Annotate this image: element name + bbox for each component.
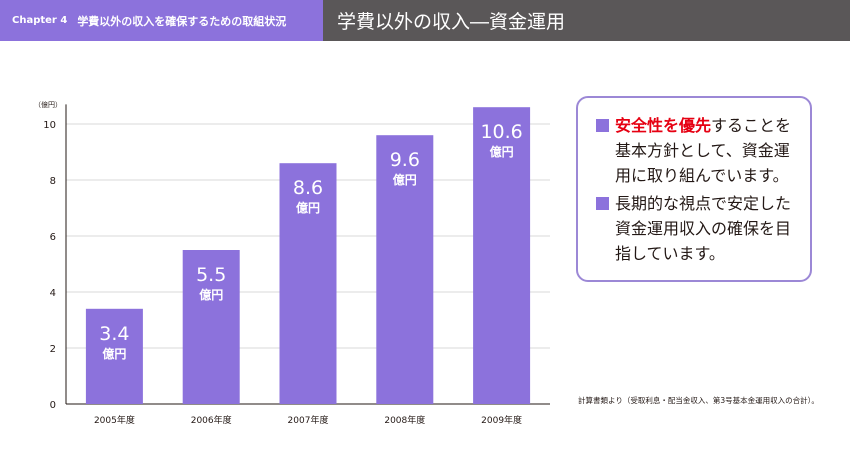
page-title-bar: 学費以外の収入―資金運用 xyxy=(323,0,850,41)
x-tick-label: 2005年度 xyxy=(94,414,135,426)
source-footnote: 計算書類より（受取利息・配当金収入、第3号基本金運用収入の合計）。 xyxy=(578,396,819,405)
bar-value-label: 3.4 xyxy=(99,323,129,345)
y-unit-label: （億円） xyxy=(34,100,62,109)
bar-value-label: 10.6 xyxy=(480,121,522,143)
policy-note-item-1: 安全性を優先することを基本方針として、資金運用に取り組んでいます。 xyxy=(596,113,795,188)
y-tick-label: 6 xyxy=(50,232,56,243)
bar-value-label: 8.6 xyxy=(293,177,323,199)
y-tick-label: 2 xyxy=(50,344,56,355)
bar-unit-label: 億円 xyxy=(102,346,126,361)
bar-unit-label: 億円 xyxy=(393,172,417,187)
y-tick-label: 10 xyxy=(43,120,56,131)
section-title: 学費以外の収入を確保するための取組状況 xyxy=(77,14,287,28)
bar-unit-label: 億円 xyxy=(490,144,514,159)
square-bullet-icon xyxy=(596,119,609,132)
page-title: 学費以外の収入―資金運用 xyxy=(337,11,566,33)
bar-value-label: 9.6 xyxy=(390,149,420,171)
bar-unit-label: 億円 xyxy=(296,200,320,215)
x-tick-label: 2008年度 xyxy=(384,414,425,426)
note-text-2: 長期的な視点で安定した資金運用収入の確保を目指しています。 xyxy=(615,194,792,263)
bar xyxy=(182,250,240,404)
bar xyxy=(376,135,434,404)
note-highlight: 安全性を優先 xyxy=(615,116,712,135)
x-tick-label: 2006年度 xyxy=(191,414,232,426)
chapter-label: Chapter 4 xyxy=(12,15,68,26)
bar xyxy=(85,308,143,404)
bar xyxy=(279,163,337,404)
bar xyxy=(473,107,531,404)
note-text-1: することを基本方針として、資金運用に取り組んでいます。 xyxy=(615,116,792,185)
policy-note-item-2: 長期的な視点で安定した資金運用収入の確保を目指しています。 xyxy=(596,191,795,266)
square-bullet-icon xyxy=(596,197,609,210)
x-tick-label: 2009年度 xyxy=(481,414,522,426)
bar-value-label: 5.5 xyxy=(196,264,226,286)
y-tick-label: 4 xyxy=(50,288,56,299)
chapter-header: Chapter 4 学費以外の収入を確保するための取組状況 xyxy=(0,0,323,41)
y-tick-label: 0 xyxy=(50,400,56,411)
y-tick-label: 8 xyxy=(50,176,56,187)
bar-unit-label: 億円 xyxy=(199,287,223,302)
policy-note-box: 安全性を優先することを基本方針として、資金運用に取り組んでいます。 長期的な視点… xyxy=(576,96,812,282)
x-tick-label: 2007年度 xyxy=(288,414,329,426)
